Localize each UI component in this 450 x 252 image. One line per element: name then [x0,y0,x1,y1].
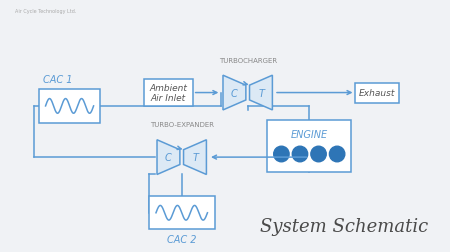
Text: T: T [258,88,265,98]
Text: TURBOCHARGER: TURBOCHARGER [219,57,277,63]
Bar [356,83,400,103]
Text: CAC 2: CAC 2 [167,234,197,244]
Circle shape [274,147,289,162]
Text: TURBO-EXPANDER: TURBO-EXPANDER [150,122,214,128]
Text: C: C [165,152,171,163]
FancyArrowPatch shape [177,147,181,150]
Text: CAC 1: CAC 1 [43,75,72,85]
Circle shape [329,147,345,162]
Circle shape [292,147,308,162]
Text: T: T [193,152,198,163]
Text: Air Cycle Technology Ltd.: Air Cycle Technology Ltd. [14,9,76,14]
Polygon shape [249,76,272,110]
Polygon shape [157,140,180,175]
Text: Ambient
Air Inlet: Ambient Air Inlet [149,83,188,103]
Bar [149,196,215,230]
Text: System Schematic: System Schematic [261,217,428,235]
Polygon shape [223,76,246,110]
FancyArrowPatch shape [243,82,248,86]
Text: C: C [230,88,237,98]
Bar [39,90,100,123]
Bar [144,79,193,107]
Circle shape [311,147,326,162]
Text: Exhaust: Exhaust [359,89,396,98]
Text: ENGINE: ENGINE [291,130,328,139]
Polygon shape [184,140,207,175]
Bar [267,121,351,172]
